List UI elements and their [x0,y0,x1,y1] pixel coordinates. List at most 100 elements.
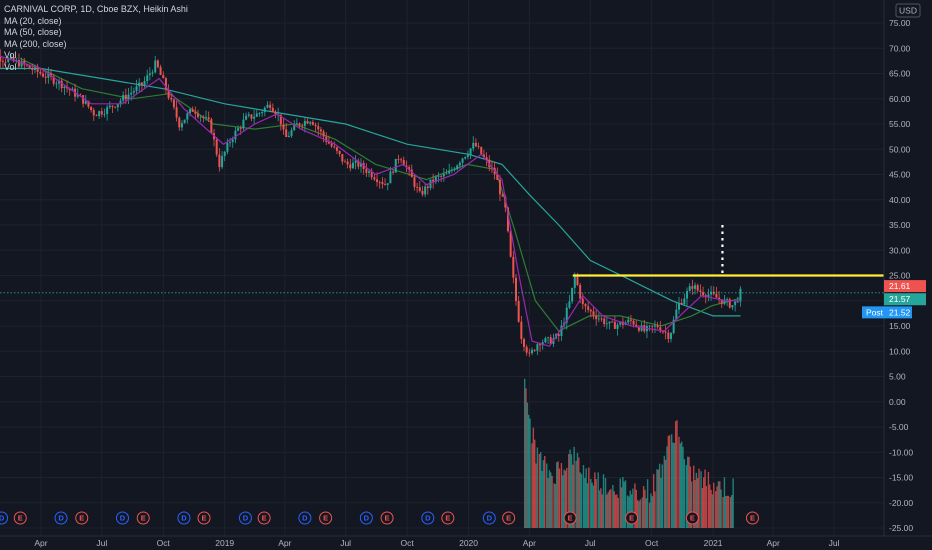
candle-body [589,309,592,312]
earnings-marker [319,511,333,525]
post-price-tag: 21.52 [889,307,911,317]
volume-bar [660,477,662,528]
candle-body [114,106,117,108]
volume-bar [541,470,543,528]
volume-bar [657,469,659,528]
candle-body [263,107,266,113]
event-letter: E [750,514,755,523]
volume-bar [664,459,667,528]
candle-body [664,331,667,333]
volume-bar [586,483,589,528]
candle-body [44,76,47,78]
candle-body [469,148,472,155]
candle-body [360,163,363,167]
volume-bar [523,378,526,528]
candle-body [132,91,135,93]
candle-body [269,104,272,108]
volume-bar [703,477,705,528]
candle-body [627,319,630,323]
candle-body [568,301,571,308]
volume-bar [572,464,574,528]
y-tick-label: -5.00 [889,422,909,432]
volume-bar [529,418,531,528]
volume-bar [729,497,732,528]
ma20-path [0,55,741,347]
candle-body [571,287,574,302]
candle-body [392,171,395,173]
candle-body [229,141,232,143]
candle-body [167,89,170,98]
candle-body [154,60,157,73]
volume-bar [617,497,619,528]
dividend-marker [298,511,312,525]
candle-body [159,67,162,75]
candle-body [536,344,539,351]
volume-bar [670,434,673,528]
candle-body [140,82,143,86]
volume-bar [576,452,579,528]
candle-body [25,64,28,66]
annotations [0,225,884,294]
candle-body [619,321,622,325]
volume-bar [600,488,602,528]
candle-body [135,86,138,92]
currency-label: USD [899,6,917,16]
candle-body [450,169,453,171]
candle-body [76,94,79,97]
volume-bar [678,436,680,528]
earnings-marker [136,511,150,525]
candle-body [183,119,186,124]
candle-body [295,123,298,125]
volume-bar [612,484,614,528]
candle-body [341,154,344,162]
candle-body [199,116,202,118]
candle-body [210,119,213,134]
volume-bar [691,481,693,528]
volume-bar [656,469,658,528]
candle-body [237,128,240,131]
volume-bar [688,456,690,528]
volume-bar [636,499,639,528]
candle-body [531,349,534,354]
candle-body [207,117,210,120]
volume-bar [689,466,692,528]
volume-bar [711,494,714,528]
candle-body [354,160,357,163]
volume-bar [601,494,603,528]
candle-body [52,76,55,84]
candle-body [223,151,226,157]
candle-body [87,100,90,107]
earnings-marker [380,511,394,525]
volume-bar [666,446,668,528]
earnings-marker [563,511,577,525]
candle-body [188,109,191,114]
legend-vol-2[interactable]: Vol [4,61,17,72]
volume-bar [623,481,625,528]
dividend-marker [421,511,435,525]
candle-body [298,123,301,126]
x-tick-label: Oct [157,538,171,548]
candle-body [440,176,443,178]
ma200-line [0,67,741,317]
event-letter: E [323,514,328,523]
volume-bar [705,486,708,528]
legend-ma20[interactable]: MA (20, close) [4,15,62,26]
candle-body [581,298,584,305]
y-tick-label: 15.00 [889,321,911,331]
candle-body [33,66,36,70]
volume-bar [584,478,586,528]
legend-vol-1[interactable]: Vol [4,50,17,60]
candle-body [506,207,509,232]
volume-bar [558,468,561,528]
legend-ma200[interactable]: MA (200, close) [4,38,67,49]
candle-body [162,74,165,79]
candle-body [39,71,42,74]
candle-body [718,297,721,300]
volume-bar [560,463,563,528]
volume-bar [598,490,601,528]
legend-ma50[interactable]: MA (50, close) [4,27,62,37]
candle-body [343,161,346,163]
candle-body [317,126,320,130]
y-tick-label: 25.00 [889,271,911,281]
